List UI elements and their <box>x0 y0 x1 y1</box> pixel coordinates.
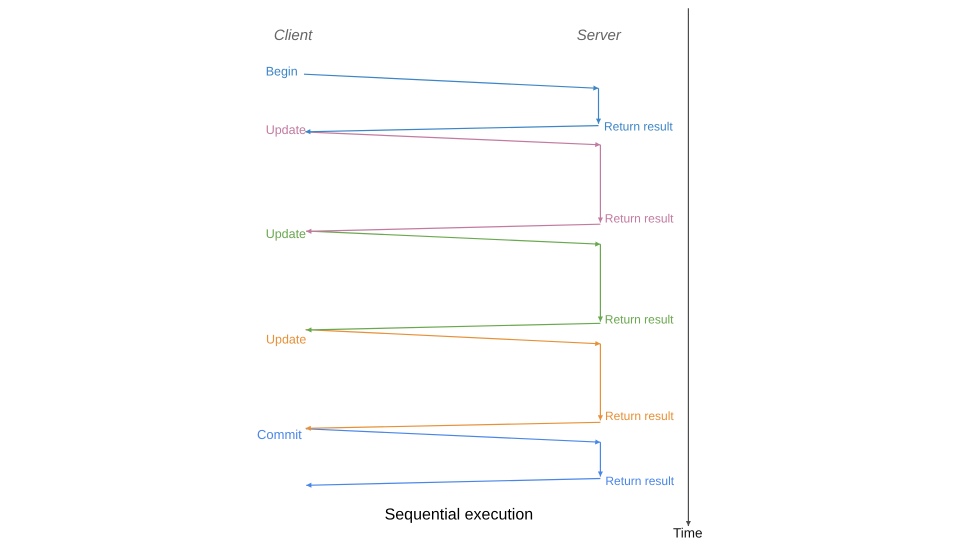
svg-text:Sequential execution: Sequential execution <box>385 507 534 524</box>
svg-text:Update: Update <box>266 333 306 347</box>
svg-text:Update: Update <box>266 227 306 241</box>
svg-text:Client: Client <box>274 27 313 44</box>
svg-text:Return result: Return result <box>605 211 674 225</box>
svg-text:Commit: Commit <box>257 427 302 442</box>
svg-text:Server: Server <box>577 27 622 44</box>
svg-text:Return result: Return result <box>604 119 673 133</box>
svg-text:Return result: Return result <box>605 313 674 327</box>
svg-text:Update: Update <box>266 123 306 137</box>
svg-text:Begin: Begin <box>266 65 298 79</box>
svg-text:Time: Time <box>673 526 703 540</box>
svg-text:Return result: Return result <box>605 409 674 423</box>
svg-text:Return result: Return result <box>605 474 674 488</box>
